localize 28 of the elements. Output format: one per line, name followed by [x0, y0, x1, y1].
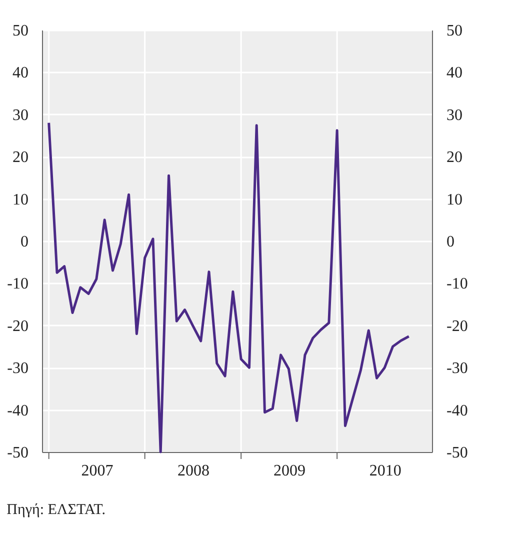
y-tick-label: 0 — [20, 234, 28, 250]
y2-tick-label: 40 — [446, 64, 462, 82]
x-tick-label: 2007 — [81, 462, 114, 480]
y2-tick-label: 30 — [446, 106, 462, 124]
y-tick-label: 20 — [12, 149, 28, 166]
y2-tick-label: -10 — [446, 276, 468, 293]
y-tick-label: 30 — [12, 106, 28, 124]
y-tick-label: 10 — [12, 191, 28, 208]
y2-tick-label: 10 — [446, 191, 462, 208]
x-tick-label: 2008 — [177, 462, 210, 480]
y2-tick-label: -50 — [446, 444, 468, 462]
x-tick-label: 2010 — [369, 462, 402, 480]
y-tick-label: 40 — [12, 64, 28, 82]
text: Πηγή: ΕΛΣΤΑΤ. — [6, 502, 106, 518]
x-tick-label: 2009 — [273, 462, 306, 480]
y2-tick-label: 20 — [446, 149, 462, 166]
y-tick-label: -30 — [7, 360, 28, 378]
y2-tick-label: -40 — [446, 402, 468, 420]
y2-tick-label: -30 — [446, 360, 468, 378]
y-tick-label: 50 — [12, 22, 28, 40]
y-tick-label: -10 — [7, 276, 28, 293]
y-tick-label: -50 — [7, 444, 28, 462]
line-series — [48, 122, 410, 454]
y2-tick-label: 50 — [446, 22, 462, 40]
y2-tick-label: 0 — [446, 234, 454, 250]
y-tick-label: -40 — [7, 402, 28, 420]
y-tick-label: -20 — [7, 318, 28, 335]
y2-tick-label: -20 — [446, 318, 468, 335]
